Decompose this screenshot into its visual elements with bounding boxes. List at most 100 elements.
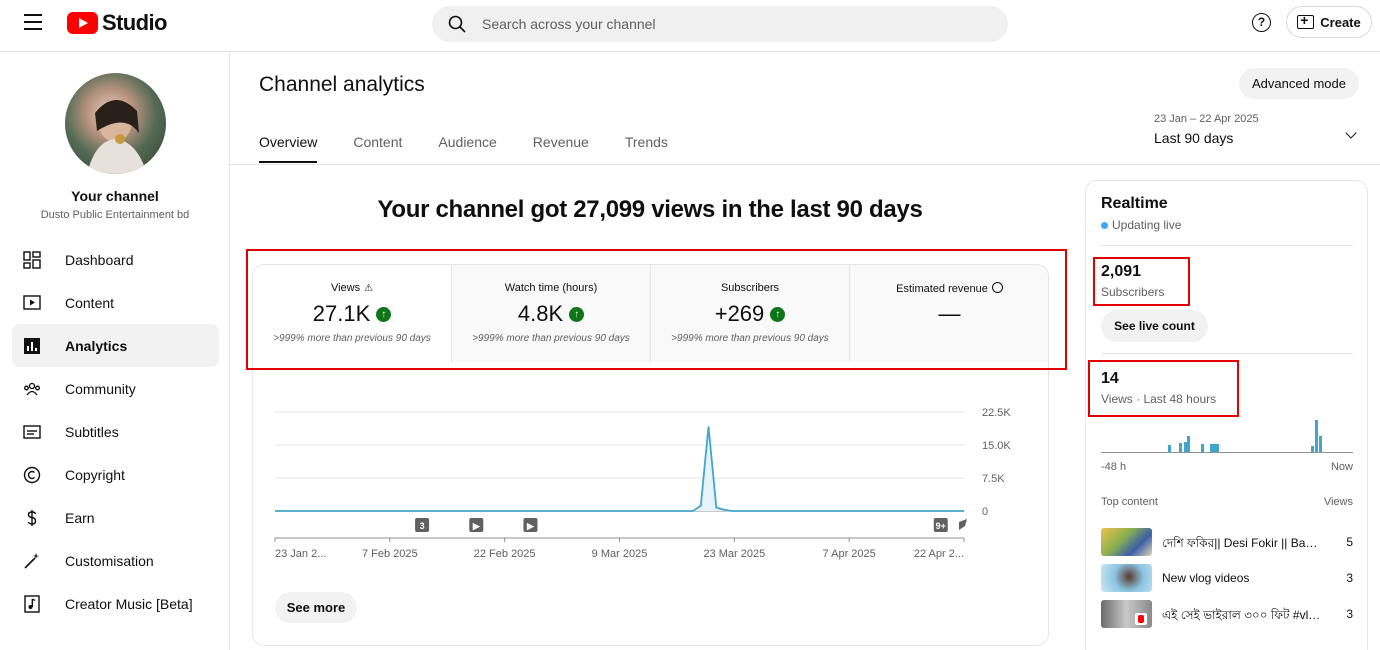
views-column-label: Views: [1323, 496, 1353, 508]
divider: [1101, 353, 1353, 354]
metric-label: Subscribers: [720, 282, 780, 294]
see-live-count-button[interactable]: See live count: [1101, 310, 1208, 342]
search-icon[interactable]: [448, 15, 466, 33]
page-title: Channel analytics: [259, 73, 425, 96]
video-marker: [523, 518, 538, 532]
x-tick-label: 7 Feb 2025: [362, 548, 418, 560]
customisation-icon: [23, 552, 41, 570]
tab-overview[interactable]: Overview: [259, 123, 318, 163]
tab-audience[interactable]: Audience: [438, 134, 497, 150]
search-bar[interactable]: [432, 6, 1008, 42]
shorts-marker-icon: [959, 519, 967, 530]
help-icon[interactable]: ?: [1252, 13, 1271, 32]
metric-value: +269: [714, 301, 765, 326]
realtime-bar: [1210, 444, 1213, 452]
sidebar-item-label: Customisation: [65, 552, 154, 569]
sidebar-item-analytics[interactable]: Analytics: [12, 324, 219, 367]
tab-content[interactable]: Content: [353, 134, 403, 150]
metric-comparison: >999% more than previous 90 days: [273, 333, 431, 344]
sidebar-item-subtitles[interactable]: Subtitles: [12, 410, 219, 453]
avatar[interactable]: [65, 73, 166, 174]
metric-value: —: [938, 301, 961, 326]
divider: [1101, 245, 1353, 246]
date-range-picker[interactable]: 23 Jan – 22 Apr 2025 Last 90 days: [1154, 113, 1359, 153]
avatar-image: [87, 99, 147, 174]
shorts-icon: [1135, 613, 1147, 625]
sidebar-item-earn[interactable]: Earn: [12, 496, 219, 539]
video-marker-label: ▶: [472, 521, 481, 531]
sidebar-item-dashboard[interactable]: Dashboard: [12, 238, 219, 281]
top-content-item[interactable]: New vlog videos 3: [1101, 564, 1353, 592]
sidebar-item-label: Analytics: [65, 337, 128, 354]
see-more-button[interactable]: See more: [275, 592, 357, 623]
video-thumbnail: [1101, 528, 1152, 556]
video-title: দেশি ফকির|| Desi Fokir || Bangla...: [1162, 536, 1322, 550]
top-content-item[interactable]: এই সেই ভাইরাল ৩০০ ফিট #vlog... 3: [1101, 600, 1353, 628]
views-line: [275, 426, 964, 512]
menu-icon[interactable]: [24, 14, 42, 30]
arrow-up-icon: ↑: [376, 306, 392, 322]
sidebar-item-creator-music[interactable]: Creator Music [Beta]: [12, 582, 219, 625]
tab-revenue[interactable]: Revenue: [532, 134, 589, 150]
tabs-divider: [230, 164, 1380, 165]
community-icon: [23, 380, 41, 398]
analytics-headline: Your channel got 27,099 views in the las…: [377, 196, 923, 223]
video-marker: [933, 518, 948, 532]
video-marker: [415, 518, 430, 532]
metric-comparison: >999% more than previous 90 days: [671, 333, 829, 344]
sidebar-item-community[interactable]: Community: [12, 367, 219, 410]
realtime-bar: [1201, 444, 1204, 452]
x-tick-label: 7 Apr 2025: [823, 548, 876, 560]
metric-subscribers[interactable]: Subscribers +269 ↑ >999% more than previo…: [651, 265, 850, 362]
views-chart: 22.5K 15.0K 7.5K 0 23 Jan 2... 7 Feb 2025 22 F…: [274, 407, 1011, 560]
metric-label: Watch time (hours): [504, 282, 598, 294]
analytics-icon: [23, 337, 41, 355]
dashboard-icon: [23, 250, 41, 269]
sidebar-item-label: Earn: [65, 509, 95, 526]
x-tick-label: 23 Mar 2025: [703, 548, 765, 560]
views-area: [275, 426, 964, 511]
realtime-bar: [1315, 420, 1318, 452]
date-range-label: Last 90 days: [1154, 130, 1234, 146]
metric-estimated-revenue[interactable]: Estimated revenue —: [850, 265, 1048, 362]
create-button[interactable]: Create: [1286, 6, 1372, 38]
video-marker-label: ▶: [526, 521, 535, 531]
earn-icon: [23, 509, 41, 527]
realtime-title: Realtime: [1101, 195, 1168, 212]
realtime-bar: [1184, 442, 1187, 452]
search-input[interactable]: [482, 6, 982, 42]
video-thumbnail: [1101, 564, 1152, 592]
create-icon: [1297, 12, 1315, 29]
video-title: New vlog videos: [1162, 571, 1250, 585]
youtube-studio-logo[interactable]: Studio: [67, 10, 167, 36]
y-tick-label: 7.5K: [982, 473, 1005, 485]
arrow-up-icon: ↑: [569, 306, 585, 322]
realtime-bar: [1216, 444, 1219, 452]
video-marker-label: 9+: [936, 521, 946, 531]
sidebar-item-label: Copyright: [65, 466, 125, 483]
date-range-dates: 23 Jan – 22 Apr 2025: [1154, 113, 1259, 125]
sidebar-item-content[interactable]: Content: [12, 281, 219, 324]
sidebar-item-copyright[interactable]: Copyright: [12, 453, 219, 496]
channel-handle: Dusto Public Entertainment bd: [40, 209, 190, 221]
subtitles-icon: [23, 423, 41, 441]
video-marker-label: 3: [420, 521, 425, 531]
realtime-panel: Realtime Updating live 2,091 Subscribers…: [1085, 180, 1368, 650]
realtime-bar: [1213, 444, 1216, 452]
copyright-icon: [23, 466, 41, 484]
video-views: 5: [1346, 535, 1353, 549]
metric-views[interactable]: Views ⚠ 27.1K ↑ >999% more than previous 9…: [253, 265, 452, 362]
metric-watch-time[interactable]: Watch time (hours) 4.8K ↑ >999% more than…: [452, 265, 651, 362]
tab-trends[interactable]: Trends: [624, 134, 668, 150]
arrow-up-icon: ↑: [770, 306, 786, 322]
metric-value: 4.8K: [517, 301, 564, 326]
top-content-item[interactable]: দেশি ফকির|| Desi Fokir || Bangla... 5: [1101, 528, 1353, 556]
realtime-axis-end: Now: [1330, 461, 1353, 473]
realtime-bar: [1319, 436, 1322, 452]
content-icon: [23, 294, 41, 312]
sidebar-item-customisation[interactable]: Customisation: [12, 539, 219, 582]
metric-value: 27.1K: [312, 301, 371, 326]
metric-tabs: Views ⚠ 27.1K ↑ >999% more than previous 9…: [253, 265, 1048, 362]
channel-name: Your channel: [71, 188, 159, 204]
advanced-mode-button[interactable]: Advanced mode: [1239, 68, 1359, 99]
